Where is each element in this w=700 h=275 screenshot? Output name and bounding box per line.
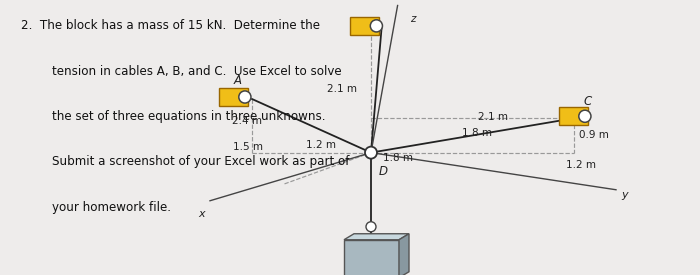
Circle shape [365, 147, 377, 159]
Text: 1.8 m: 1.8 m [463, 128, 493, 138]
Text: the set of three equations in three unknowns.: the set of three equations in three unkn… [52, 110, 326, 123]
Polygon shape [344, 234, 409, 240]
Circle shape [370, 20, 382, 32]
Text: A: A [234, 74, 242, 87]
Text: 1.2 m: 1.2 m [306, 140, 336, 150]
Polygon shape [344, 240, 399, 275]
Text: x: x [198, 209, 205, 219]
Text: Submit a screenshot of your Excel work as part of: Submit a screenshot of your Excel work a… [52, 155, 350, 168]
Text: 1.2 m: 1.2 m [566, 160, 596, 170]
Text: 1.8 m: 1.8 m [383, 153, 413, 163]
Circle shape [579, 110, 591, 122]
FancyBboxPatch shape [559, 108, 588, 125]
Text: 2.1 m: 2.1 m [327, 84, 357, 94]
Text: your homework file.: your homework file. [52, 201, 172, 214]
FancyBboxPatch shape [351, 17, 379, 35]
Text: B: B [402, 0, 411, 1]
Circle shape [366, 222, 376, 232]
Text: 2.  The block has a mass of 15 kN.  Determine the: 2. The block has a mass of 15 kN. Determ… [21, 19, 320, 32]
Text: C: C [584, 95, 592, 108]
Text: 0.9 m: 0.9 m [579, 130, 609, 141]
Text: 2.1 m: 2.1 m [477, 112, 508, 122]
Text: 2.4 m: 2.4 m [232, 116, 262, 126]
Text: D: D [379, 165, 388, 178]
Text: tension in cables A, B, and C.  Use Excel to solve: tension in cables A, B, and C. Use Excel… [52, 65, 342, 78]
Text: 1.5 m: 1.5 m [232, 142, 262, 152]
Text: z: z [410, 13, 415, 23]
Circle shape [239, 91, 251, 103]
Text: y: y [621, 190, 628, 200]
FancyBboxPatch shape [219, 88, 248, 106]
Polygon shape [399, 234, 409, 275]
